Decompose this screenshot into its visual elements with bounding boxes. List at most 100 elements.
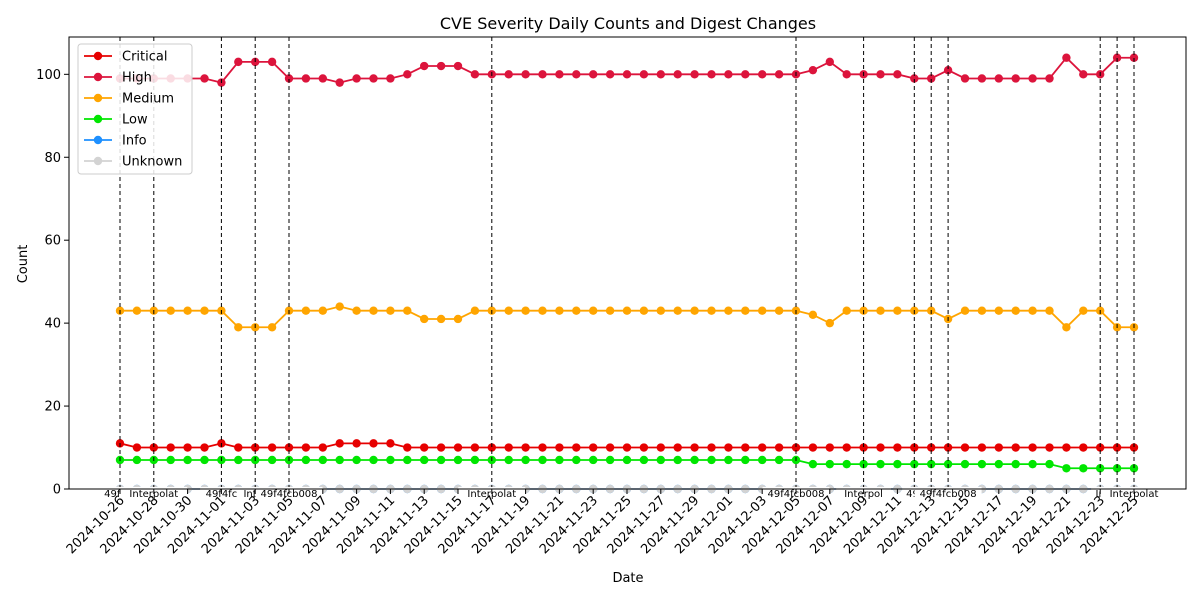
digest-change-label: 49f4fcb008	[920, 489, 977, 500]
data-point	[420, 443, 429, 452]
data-point	[876, 70, 885, 79]
data-point	[690, 455, 699, 465]
data-point	[521, 443, 530, 452]
data-point	[639, 455, 649, 465]
data-point	[369, 439, 378, 448]
digest-change-label: 49f4fc	[104, 489, 136, 500]
data-point	[1062, 323, 1071, 332]
data-point	[724, 306, 733, 315]
data-point	[470, 70, 480, 79]
data-point	[267, 323, 277, 332]
data-point	[724, 443, 733, 452]
digest-change-label: 49f4fcb008	[260, 489, 317, 500]
data-point	[386, 439, 395, 448]
data-point	[1062, 53, 1071, 62]
data-point	[132, 443, 142, 452]
series-high	[115, 53, 1139, 87]
legend-marker	[93, 135, 103, 145]
data-point	[436, 455, 446, 465]
data-point	[453, 443, 463, 452]
data-point	[403, 70, 412, 79]
data-point	[1011, 443, 1020, 452]
data-point	[470, 443, 480, 452]
y-tick-label: 0	[53, 483, 61, 498]
data-point	[605, 306, 615, 315]
data-point	[977, 74, 987, 83]
digest-change-label: Interpol	[844, 489, 883, 500]
data-point	[234, 57, 243, 67]
data-point	[420, 61, 429, 71]
data-point	[487, 443, 496, 452]
legend-marker	[93, 51, 103, 61]
legend-label: Low	[122, 113, 148, 128]
data-point	[521, 306, 530, 315]
series-low	[115, 455, 1139, 473]
data-point	[825, 443, 834, 452]
legend-label: High	[122, 71, 152, 86]
data-point	[335, 455, 344, 465]
plot-frame	[68, 36, 1187, 490]
data-point	[352, 74, 361, 83]
data-point	[842, 459, 851, 469]
data-point	[572, 455, 581, 465]
data-point	[436, 314, 446, 324]
data-point	[386, 306, 395, 315]
data-point	[741, 455, 750, 465]
data-point	[656, 306, 665, 315]
data-point	[1011, 459, 1020, 469]
data-point	[284, 74, 294, 83]
data-point	[267, 455, 277, 465]
data-point	[318, 306, 327, 315]
legend-label: Medium	[122, 92, 174, 107]
data-point	[1079, 464, 1088, 473]
data-point	[758, 443, 767, 452]
data-point	[352, 306, 361, 315]
data-point	[808, 459, 818, 469]
data-point	[690, 443, 699, 452]
data-point	[605, 70, 615, 79]
data-point	[166, 306, 175, 315]
data-point	[538, 306, 547, 315]
data-point	[774, 443, 784, 452]
data-point	[656, 455, 665, 465]
data-point	[352, 455, 361, 465]
data-point	[994, 74, 1003, 83]
legend-label: Info	[122, 134, 147, 149]
data-point	[859, 443, 868, 452]
data-point	[453, 455, 463, 465]
data-point	[1011, 306, 1020, 315]
data-point	[1129, 53, 1139, 62]
data-point	[639, 443, 649, 452]
series-critical	[115, 439, 1139, 452]
data-point	[234, 323, 243, 332]
data-point	[420, 314, 429, 324]
data-point	[436, 61, 446, 71]
legend-marker	[93, 93, 103, 103]
data-point	[318, 74, 327, 83]
data-point	[572, 70, 581, 79]
data-point	[267, 443, 277, 452]
data-point	[707, 443, 716, 452]
legend-label: Unknown	[122, 155, 182, 170]
data-point	[673, 443, 682, 452]
data-point	[910, 443, 919, 452]
data-point	[825, 459, 834, 469]
data-point	[403, 455, 412, 465]
data-point	[1062, 443, 1071, 452]
data-point	[791, 443, 801, 452]
data-point	[1028, 74, 1037, 83]
data-point	[893, 70, 902, 79]
data-point	[521, 455, 530, 465]
data-point	[1096, 443, 1105, 452]
data-point	[352, 439, 361, 448]
data-point	[758, 306, 767, 315]
data-point	[301, 455, 311, 465]
data-point	[420, 455, 429, 465]
y-axis-title: Count	[16, 245, 31, 284]
data-point	[656, 70, 665, 79]
data-point	[504, 70, 513, 79]
data-point	[369, 455, 378, 465]
data-point	[724, 70, 733, 79]
